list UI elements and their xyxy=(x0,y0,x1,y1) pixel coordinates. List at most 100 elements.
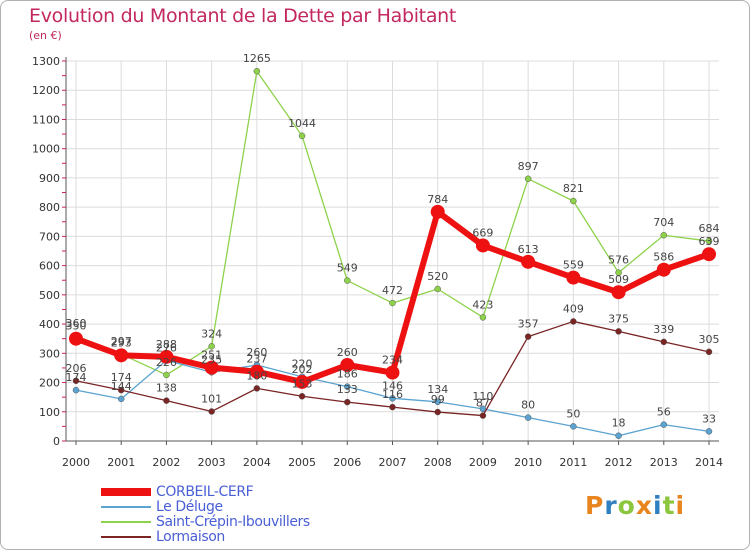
legend-swatch xyxy=(101,521,151,523)
data-label: 50 xyxy=(566,407,580,420)
data-label: 174 xyxy=(111,371,132,384)
data-point xyxy=(524,414,532,421)
data-label: 288 xyxy=(156,338,177,351)
logo-letter: t xyxy=(662,491,676,520)
data-point xyxy=(389,299,396,307)
legend-label: CORBEIL-CERF xyxy=(156,484,254,500)
line-chart: 0 100 200 300 400 500 600 700 800 900 1000 1100 1200… xyxy=(32,52,723,469)
proxiti-logo: Proxiti xyxy=(585,491,685,520)
data-label: 138 xyxy=(156,382,177,395)
x-tick-label: 2011 xyxy=(559,456,587,469)
data-point xyxy=(479,405,487,413)
x-tick-label: 2004 xyxy=(243,456,271,469)
data-point xyxy=(570,423,577,430)
data-label: 226 xyxy=(156,356,177,369)
data-label: 174 xyxy=(66,371,87,384)
data-label: 56 xyxy=(657,406,671,419)
data-point xyxy=(389,403,396,411)
data-label: 234 xyxy=(382,354,403,367)
data-label: 1044 xyxy=(288,117,316,130)
x-tick-label: 2001 xyxy=(107,456,135,469)
data-label: 220 xyxy=(292,358,313,371)
data-label: 1265 xyxy=(243,52,271,65)
y-tick-label: 600 xyxy=(39,260,60,273)
data-point xyxy=(117,386,125,394)
x-tick-label: 2012 xyxy=(605,456,633,469)
data-label: 639 xyxy=(699,235,720,248)
data-label: 153 xyxy=(292,377,313,390)
data-point xyxy=(208,343,215,350)
data-label: 613 xyxy=(518,243,539,256)
y-tick-label: 300 xyxy=(39,347,60,360)
data-label: 202 xyxy=(292,363,313,376)
data-point xyxy=(69,331,83,346)
data-label: 324 xyxy=(201,327,222,340)
data-label: 297 xyxy=(111,335,132,348)
data-label: 33 xyxy=(702,412,716,425)
data-point xyxy=(615,432,622,439)
x-tick-label: 2007 xyxy=(379,456,407,469)
data-label: 339 xyxy=(653,323,674,336)
data-label: 146 xyxy=(382,379,403,392)
data-label: 260 xyxy=(246,346,267,359)
y-tick-label: 200 xyxy=(39,377,60,390)
data-label: 186 xyxy=(337,368,358,381)
data-label: 409 xyxy=(563,302,584,315)
y-tick-label: 100 xyxy=(39,406,60,419)
y-tick-label: 700 xyxy=(39,230,60,243)
y-tick-label: 1000 xyxy=(32,143,60,156)
data-point xyxy=(521,254,536,269)
data-label: 423 xyxy=(472,298,493,311)
data-label: 549 xyxy=(337,262,358,275)
data-point xyxy=(479,412,487,419)
data-point xyxy=(295,374,310,389)
legend-label: Le Déluge xyxy=(156,499,223,515)
data-point xyxy=(117,395,125,403)
data-point xyxy=(479,314,487,321)
x-tick-label: 2003 xyxy=(198,456,226,469)
chart-title: Evolution du Montant de la Dette par Hab… xyxy=(29,5,457,27)
data-point xyxy=(566,270,581,285)
data-label: 18 xyxy=(612,417,626,430)
data-point xyxy=(615,269,622,276)
legend-swatch xyxy=(101,536,151,538)
data-label: 784 xyxy=(427,193,448,206)
data-point xyxy=(298,393,306,400)
data-label: 99 xyxy=(431,393,445,406)
data-point xyxy=(611,285,626,300)
data-point xyxy=(702,247,716,262)
logo-letter: x xyxy=(635,491,653,520)
data-point xyxy=(524,175,532,183)
x-tick-label: 2013 xyxy=(650,456,678,469)
data-point xyxy=(72,386,80,394)
logo-letter: o xyxy=(617,491,636,520)
data-point xyxy=(705,237,713,245)
data-label: 576 xyxy=(608,254,629,267)
data-point xyxy=(524,333,532,340)
logo-letter: r xyxy=(604,491,618,520)
data-point xyxy=(344,277,351,284)
legend-label: Saint-Crépin-Ibouvillers xyxy=(156,514,310,530)
y-tick-label: 0 xyxy=(53,435,60,448)
data-label: 110 xyxy=(472,390,493,403)
x-tick-label: 2005 xyxy=(288,456,316,469)
data-point xyxy=(344,398,351,406)
x-tick-label: 2006 xyxy=(333,456,361,469)
data-label: 520 xyxy=(427,270,448,283)
data-label: 101 xyxy=(201,392,222,405)
data-point xyxy=(434,408,441,416)
data-label: 559 xyxy=(563,259,584,272)
x-tick-label: 2000 xyxy=(62,456,90,469)
data-point xyxy=(253,385,261,392)
data-label: 293 xyxy=(111,336,132,349)
data-label: 235 xyxy=(201,353,222,366)
logo-letter: i xyxy=(675,491,686,520)
data-label: 704 xyxy=(653,216,674,229)
legend-label: Lormaison xyxy=(156,529,225,545)
data-label: 260 xyxy=(337,346,358,359)
data-point xyxy=(253,67,261,75)
data-label: 821 xyxy=(563,182,584,195)
y-tick-label: 1300 xyxy=(32,55,60,68)
data-label: 897 xyxy=(518,160,539,173)
